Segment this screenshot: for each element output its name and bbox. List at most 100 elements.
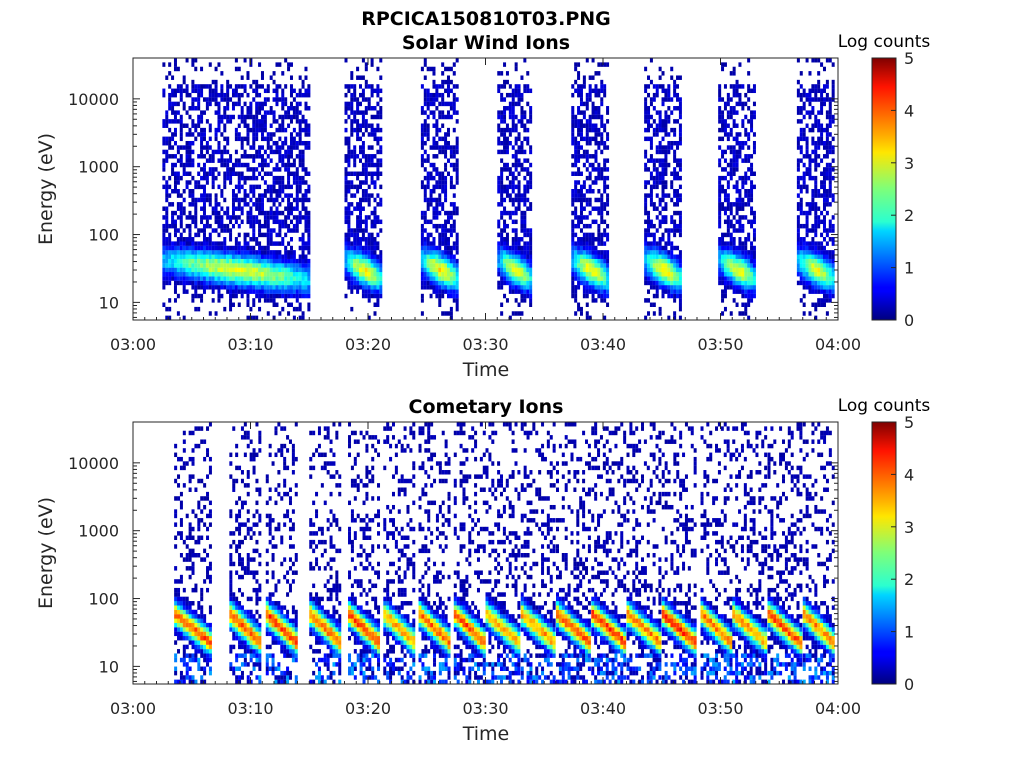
heatmap-cell xyxy=(165,140,169,146)
heatmap-cell xyxy=(263,267,267,273)
heatmap-cell xyxy=(729,158,733,163)
heatmap-cell xyxy=(441,280,445,286)
heatmap-cell xyxy=(379,267,383,273)
heatmap-cell xyxy=(582,184,586,190)
heatmap-cell xyxy=(817,58,821,63)
heatmap-cell xyxy=(661,258,665,264)
heatmap-cell xyxy=(747,267,751,273)
heatmap-cell xyxy=(423,254,427,259)
heatmap-cell xyxy=(571,285,575,290)
heatmap-cell xyxy=(420,276,424,281)
heatmap-cell xyxy=(258,267,262,273)
heatmap-cell xyxy=(432,237,436,242)
heatmap-cell xyxy=(500,110,504,115)
heatmap-cell xyxy=(577,241,581,246)
heatmap-cell xyxy=(194,258,198,264)
heatmap-cell xyxy=(670,197,674,203)
heatmap-cell xyxy=(208,263,212,268)
heatmap-cell xyxy=(298,237,302,242)
heatmap-cell xyxy=(243,119,247,124)
heatmap-cell xyxy=(670,97,674,102)
heatmap-cell xyxy=(822,254,826,259)
heatmap-cell xyxy=(364,193,368,198)
heatmap-cell xyxy=(287,267,291,273)
heatmap-cell xyxy=(173,180,177,185)
heatmap-cell xyxy=(356,280,360,286)
heatmap-cell xyxy=(670,254,674,259)
heatmap-cell xyxy=(179,145,183,150)
heatmap-cell xyxy=(577,197,581,203)
heatmap-cell xyxy=(805,241,809,246)
heatmap-cell xyxy=(831,280,835,286)
heatmap-cell xyxy=(234,258,238,264)
heatmap-cell xyxy=(266,263,270,268)
heatmap-cell xyxy=(435,145,439,150)
heatmap-cell xyxy=(361,263,365,268)
heatmap-cell xyxy=(272,167,276,172)
heatmap-cell xyxy=(820,101,824,107)
heatmap-cell xyxy=(350,132,354,137)
heatmap-cell xyxy=(667,88,671,94)
heatmap-cell xyxy=(191,58,195,63)
heatmap-cell xyxy=(796,106,800,111)
heatmap-cell xyxy=(197,228,201,233)
heatmap-cell xyxy=(350,75,354,80)
heatmap-cell xyxy=(808,245,812,251)
heatmap-cell xyxy=(603,92,607,98)
heatmap-cell xyxy=(664,180,668,185)
heatmap-cell xyxy=(802,106,806,111)
heatmap-cell xyxy=(287,167,291,172)
heatmap-cell xyxy=(226,223,230,229)
heatmap-cell xyxy=(367,285,371,290)
heatmap-cell xyxy=(511,189,515,194)
heatmap-cell xyxy=(822,267,826,273)
heatmap-cell xyxy=(438,250,442,255)
heatmap-cell xyxy=(571,193,575,198)
heatmap-cell xyxy=(214,210,218,216)
heatmap-cell xyxy=(301,162,305,168)
heatmap-cell xyxy=(350,258,354,264)
heatmap-cell xyxy=(263,289,267,294)
heatmap-cell xyxy=(361,250,365,255)
heatmap-cell xyxy=(435,263,439,268)
heatmap-cell xyxy=(168,92,172,98)
heatmap-cell xyxy=(497,149,501,155)
heatmap-cell xyxy=(579,119,583,124)
heatmap-cell xyxy=(194,180,198,185)
heatmap-cell xyxy=(644,88,648,94)
heatmap-cell xyxy=(738,84,742,89)
heatmap-cell xyxy=(165,254,169,259)
heatmap-cell xyxy=(278,145,282,150)
heatmap-cell xyxy=(517,171,521,176)
heatmap-cell xyxy=(214,250,218,255)
heatmap-cell xyxy=(298,110,302,115)
heatmap-cell xyxy=(729,245,733,251)
heatmap-cell xyxy=(449,210,453,216)
heatmap-cell xyxy=(825,228,829,233)
heatmap-cell xyxy=(658,75,662,80)
heatmap-cell xyxy=(647,250,651,255)
heatmap-cell xyxy=(252,123,256,128)
heatmap-cell xyxy=(738,189,742,194)
heatmap-cell xyxy=(373,267,377,273)
heatmap-cell xyxy=(344,215,348,220)
heatmap-cell xyxy=(455,97,459,102)
heatmap-cell xyxy=(511,184,515,190)
heatmap-cell xyxy=(658,66,662,72)
heatmap-cell xyxy=(588,250,592,255)
heatmap-cell xyxy=(304,75,308,80)
heatmap-cell xyxy=(802,276,806,281)
heatmap-cell xyxy=(452,101,456,107)
heatmap-cell xyxy=(735,276,739,281)
heatmap-cell xyxy=(523,184,527,190)
heatmap-cell xyxy=(738,258,742,264)
heatmap-cell xyxy=(361,245,365,251)
heatmap-cell xyxy=(191,149,195,155)
heatmap-cell xyxy=(505,79,509,85)
heatmap-cell xyxy=(744,171,748,176)
heatmap-cell xyxy=(579,154,583,159)
heatmap-cell xyxy=(520,193,524,198)
heatmap-cell xyxy=(647,210,651,216)
heatmap-cell xyxy=(600,254,604,259)
heatmap-cell xyxy=(517,271,521,277)
